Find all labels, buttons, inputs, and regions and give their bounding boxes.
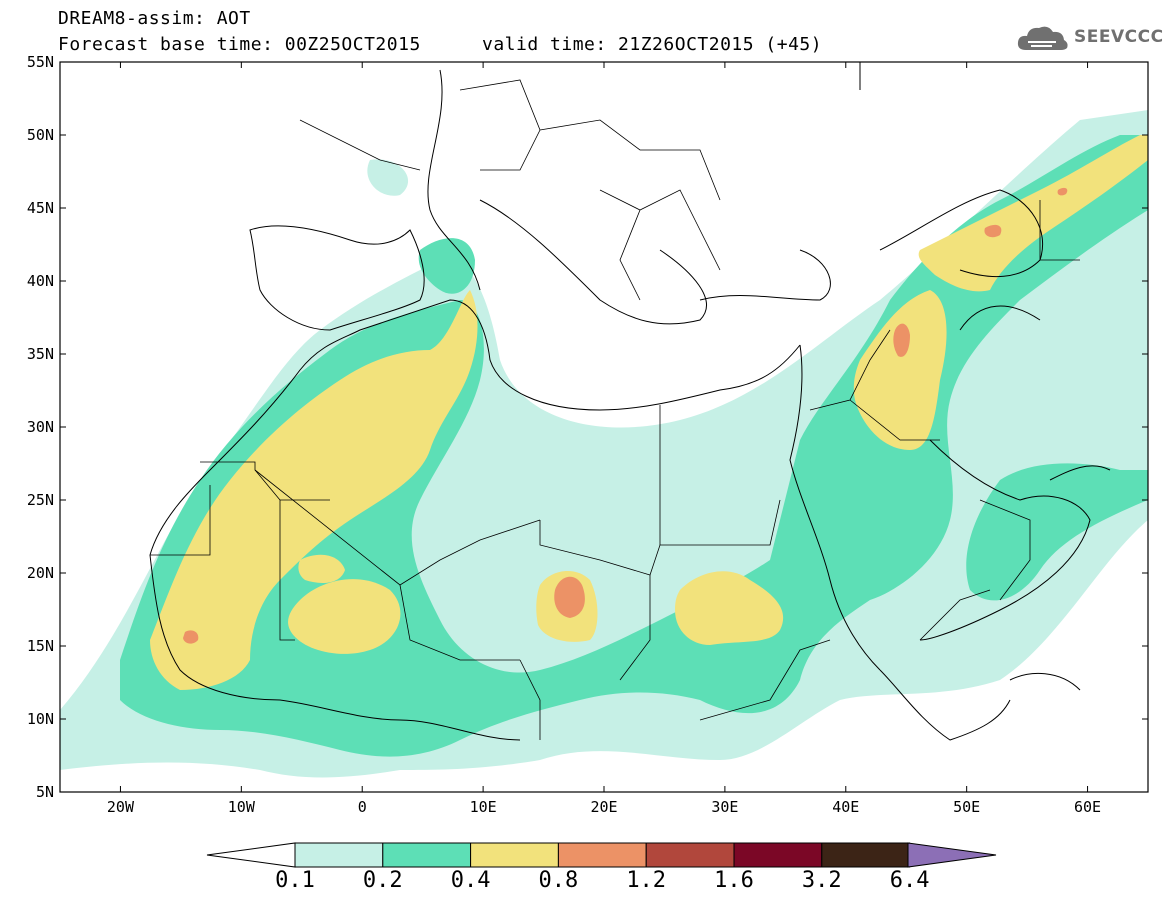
colorbar-label: 1.6 [714,868,754,893]
lon-label: 10W [228,798,256,816]
seevccc-logo: SEEVCCC [1016,22,1163,54]
colorbar-box [733,842,823,868]
colorbar-label: 0.1 [275,868,315,893]
lat-label: 40N [27,272,54,290]
colorbar-box [294,842,384,868]
colorbar-box [645,842,735,868]
lat-label: 35N [27,345,54,363]
colorbar-right-arrow [907,842,997,868]
lat-label: 10N [27,710,54,728]
aot-band-0.4-0.8 [150,135,1148,690]
lon-label: 30E [711,798,738,816]
lat-label: 55N [27,53,54,71]
latitude-axis: 55N 50N 45N 40N 35N 30N 25N 20N 15N 10N 5N [27,53,1148,801]
lon-label: 60E [1074,798,1101,816]
colorbar-label: 0.8 [538,868,579,893]
coastlines [149,62,1111,741]
colorbar-box [821,842,911,868]
colorbar-box [382,842,472,868]
lon-label: 0 [358,798,367,816]
lon-label: 20E [590,798,617,816]
country-borders [150,79,1080,740]
colorbar [206,842,997,868]
logo-text: SEEVCCC [1074,27,1164,47]
lon-label: 50E [953,798,980,816]
map-title: DREAM8-assim: AOT [58,8,251,29]
colorbar-label: 0.4 [450,868,491,893]
aot-shading [60,110,1148,778]
colorbar-label: 6.4 [889,868,930,893]
valid-time: valid time: 21Z26OCT2015 (+45) [482,34,823,55]
colorbar-box [470,842,559,868]
colorbar-label: 3.2 [801,868,842,893]
lat-label: 5N [36,783,54,801]
lat-label: 50N [27,126,54,144]
longitude-axis: 20W 10W 0 10E 20E 30E 40E 50E 60E [107,62,1101,816]
colorbar-label: 0.2 [362,868,403,893]
colorbar-label: 1.2 [626,868,667,893]
aot-band-0.8-1.2 [183,187,1068,644]
colorbar-box [557,842,647,868]
forecast-base-time: Forecast base time: 00Z25OCT2015 [58,34,421,55]
lat-label: 20N [27,564,54,582]
lon-label: 10E [470,798,497,816]
colorbar-left-arrow [206,842,296,868]
lon-label: 40E [832,798,859,816]
lat-label: 25N [27,491,54,509]
cloud-icon [1017,26,1068,50]
lon-label: 20W [107,798,135,816]
lat-label: 30N [27,418,54,436]
lat-label: 45N [27,199,54,217]
lat-label: 15N [27,637,54,655]
